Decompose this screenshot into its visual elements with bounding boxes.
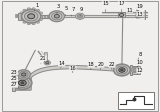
FancyBboxPatch shape xyxy=(132,66,140,74)
Circle shape xyxy=(27,22,30,25)
Text: 10: 10 xyxy=(137,60,143,67)
Text: 27: 27 xyxy=(11,82,19,88)
Circle shape xyxy=(52,13,62,20)
Circle shape xyxy=(114,64,130,76)
Text: 17: 17 xyxy=(118,1,125,12)
Text: 5: 5 xyxy=(65,6,68,15)
Circle shape xyxy=(119,68,125,72)
Polygon shape xyxy=(29,65,115,80)
Circle shape xyxy=(23,21,26,23)
Circle shape xyxy=(21,82,24,84)
Circle shape xyxy=(36,21,40,23)
FancyBboxPatch shape xyxy=(44,52,47,63)
Circle shape xyxy=(46,62,49,64)
Circle shape xyxy=(44,60,50,65)
Circle shape xyxy=(49,11,64,22)
FancyBboxPatch shape xyxy=(118,12,125,17)
Circle shape xyxy=(19,15,22,17)
Text: 12: 12 xyxy=(137,68,143,74)
FancyBboxPatch shape xyxy=(130,65,132,75)
Text: 19: 19 xyxy=(137,4,143,14)
Circle shape xyxy=(116,66,128,74)
FancyBboxPatch shape xyxy=(18,13,21,20)
Circle shape xyxy=(131,67,139,73)
Circle shape xyxy=(76,13,84,19)
Circle shape xyxy=(137,14,141,17)
Circle shape xyxy=(23,9,26,12)
Circle shape xyxy=(136,13,143,18)
Circle shape xyxy=(22,10,41,23)
Text: 13: 13 xyxy=(137,12,143,18)
Circle shape xyxy=(39,18,42,21)
Circle shape xyxy=(32,22,35,25)
FancyBboxPatch shape xyxy=(118,92,154,109)
Circle shape xyxy=(77,14,83,18)
Circle shape xyxy=(54,14,59,18)
Circle shape xyxy=(39,12,42,14)
Circle shape xyxy=(19,80,26,86)
Circle shape xyxy=(27,8,30,10)
Circle shape xyxy=(36,9,40,12)
Circle shape xyxy=(13,76,32,89)
Text: 14: 14 xyxy=(58,61,65,68)
Text: 21: 21 xyxy=(40,56,47,64)
Text: 1: 1 xyxy=(34,3,39,11)
Text: 11: 11 xyxy=(126,8,133,16)
Circle shape xyxy=(119,13,124,16)
Text: 22: 22 xyxy=(109,62,115,69)
Text: 18: 18 xyxy=(88,62,95,69)
Circle shape xyxy=(17,70,30,79)
Circle shape xyxy=(32,8,35,10)
Text: 8: 8 xyxy=(138,52,142,60)
Circle shape xyxy=(16,78,29,88)
Text: 15: 15 xyxy=(102,1,109,12)
FancyBboxPatch shape xyxy=(14,73,31,90)
Text: 9: 9 xyxy=(80,7,83,16)
Circle shape xyxy=(121,69,123,71)
Circle shape xyxy=(20,18,23,21)
Text: 7: 7 xyxy=(71,7,75,16)
Circle shape xyxy=(40,15,44,17)
Circle shape xyxy=(19,71,28,78)
Circle shape xyxy=(21,73,26,76)
Text: 20: 20 xyxy=(97,62,104,69)
Circle shape xyxy=(28,14,35,19)
Circle shape xyxy=(24,12,38,21)
Text: 25: 25 xyxy=(11,76,19,82)
Circle shape xyxy=(133,68,137,72)
FancyBboxPatch shape xyxy=(12,73,15,91)
Text: 23: 23 xyxy=(11,70,19,76)
Circle shape xyxy=(20,12,23,14)
Text: 16: 16 xyxy=(69,66,76,73)
Text: 3: 3 xyxy=(57,4,60,14)
